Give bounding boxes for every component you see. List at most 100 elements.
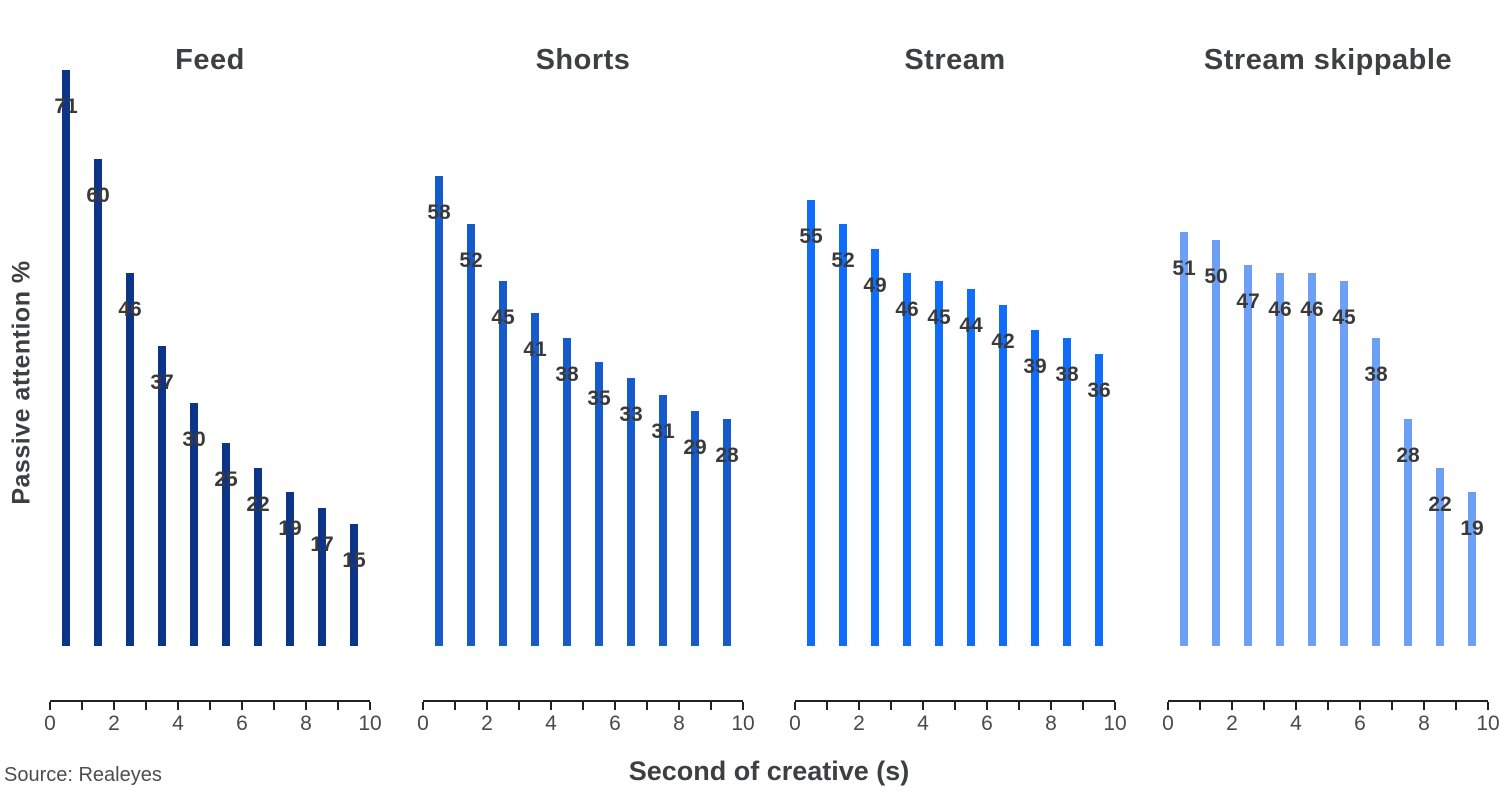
x-axis-tick	[241, 702, 243, 710]
bar	[126, 273, 134, 646]
source-note: Source: Realeyes	[4, 764, 162, 786]
x-axis-tick	[422, 702, 424, 710]
bar	[1340, 281, 1348, 646]
x-axis-tick-label: 10	[1103, 712, 1127, 735]
bar-value-label: 36	[1087, 379, 1111, 402]
bar	[1063, 338, 1071, 646]
bar	[94, 159, 102, 646]
bar	[1276, 273, 1284, 646]
x-axis-tick	[678, 702, 680, 710]
x-axis-tick-label: 2	[853, 712, 865, 735]
chart-panel-stream-skippable: Stream skippable 0 2 4 6 8 10 51 50 47 46 46 45 38 28 2…	[1162, 0, 1500, 745]
bar	[1095, 354, 1103, 646]
bar	[318, 508, 326, 646]
bar-value-label: 38	[555, 363, 579, 386]
x-axis-tick	[1167, 702, 1169, 710]
bar-value-label: 22	[1428, 493, 1452, 516]
bar	[935, 281, 943, 646]
x-axis-tick	[858, 702, 860, 710]
bar-value-label: 45	[491, 306, 515, 329]
x-axis-tick-label: 6	[236, 712, 248, 735]
x-axis-tick	[1050, 702, 1052, 710]
x-axis-tick-label: 2	[108, 712, 120, 735]
x-axis-tick	[826, 702, 828, 710]
chart-panel-shorts: Shorts 0 2 4 6 8 10 58 52 45 41 38 35 33 31 29 28	[417, 0, 755, 745]
bar-value-label: 47	[1236, 290, 1260, 313]
bar-value-label: 15	[342, 549, 366, 572]
bar-value-label: 45	[1332, 306, 1356, 329]
bar	[467, 224, 475, 646]
x-axis-tick	[1114, 702, 1116, 710]
x-axis-tick	[113, 702, 115, 710]
x-axis-tick	[1327, 702, 1329, 710]
bar-value-label: 19	[1460, 517, 1484, 540]
bar	[691, 411, 699, 646]
bar	[1180, 232, 1188, 646]
x-axis-tick	[454, 702, 456, 710]
x-axis-tick	[1359, 702, 1361, 710]
bar	[1404, 419, 1412, 646]
x-axis-tick	[614, 702, 616, 710]
bar	[1212, 240, 1220, 646]
x-axis-tick	[1018, 702, 1020, 710]
bar-value-label: 30	[182, 428, 206, 451]
panel-title: Feed	[175, 44, 245, 76]
x-axis-tick	[1487, 702, 1489, 710]
bar-value-label: 22	[246, 493, 270, 516]
x-axis-tick	[986, 702, 988, 710]
bar-value-label: 42	[991, 330, 1015, 353]
bar-value-label: 33	[619, 403, 643, 426]
bar-value-label: 46	[1268, 298, 1292, 321]
bar	[62, 70, 70, 646]
bar	[807, 200, 815, 646]
bar-value-label: 46	[118, 298, 142, 321]
x-axis-tick-label: 10	[358, 712, 382, 735]
bar-value-label: 19	[278, 517, 302, 540]
x-axis-tick-label: 4	[545, 712, 557, 735]
x-axis-tick	[337, 702, 339, 710]
x-axis-tick	[145, 702, 147, 710]
bar-value-label: 31	[651, 420, 675, 443]
x-axis-line	[1168, 700, 1488, 702]
x-axis-tick	[49, 702, 51, 710]
bar	[595, 362, 603, 646]
bar-value-label: 45	[927, 306, 951, 329]
x-axis-tick	[177, 702, 179, 710]
x-axis-tick	[1231, 702, 1233, 710]
bar	[1244, 265, 1252, 646]
bar	[999, 305, 1007, 646]
x-axis-tick	[1391, 702, 1393, 710]
bar	[254, 468, 262, 646]
x-axis-tick	[1455, 702, 1457, 710]
x-axis-tick	[1199, 702, 1201, 710]
bar	[627, 378, 635, 646]
bar	[1372, 338, 1380, 646]
bar	[435, 176, 443, 646]
bar	[499, 281, 507, 646]
x-axis-tick	[305, 702, 307, 710]
bar-value-label: 38	[1055, 363, 1079, 386]
bar-value-label: 55	[799, 225, 823, 248]
x-axis-tick	[1423, 702, 1425, 710]
x-axis-tick	[954, 702, 956, 710]
panel-title: Shorts	[535, 44, 631, 76]
x-axis-tick	[794, 702, 796, 710]
bar	[839, 224, 847, 646]
x-axis-tick-label: 4	[172, 712, 184, 735]
bar	[222, 443, 230, 646]
bar	[190, 403, 198, 646]
panel-title: Stream skippable	[1203, 44, 1453, 76]
x-axis-tick	[646, 702, 648, 710]
bar	[350, 524, 358, 646]
x-axis-tick	[1295, 702, 1297, 710]
x-axis-tick-label: 8	[673, 712, 685, 735]
x-axis-tick	[518, 702, 520, 710]
bar	[967, 289, 975, 646]
x-axis-line	[795, 700, 1115, 702]
x-axis-line	[50, 700, 370, 702]
bar-value-label: 25	[214, 468, 238, 491]
x-axis-tick	[922, 702, 924, 710]
x-axis-tick	[273, 702, 275, 710]
chart-panel-stream: Stream 0 2 4 6 8 10 55 52 49 46 45 44 42 39 38 36	[789, 0, 1127, 745]
